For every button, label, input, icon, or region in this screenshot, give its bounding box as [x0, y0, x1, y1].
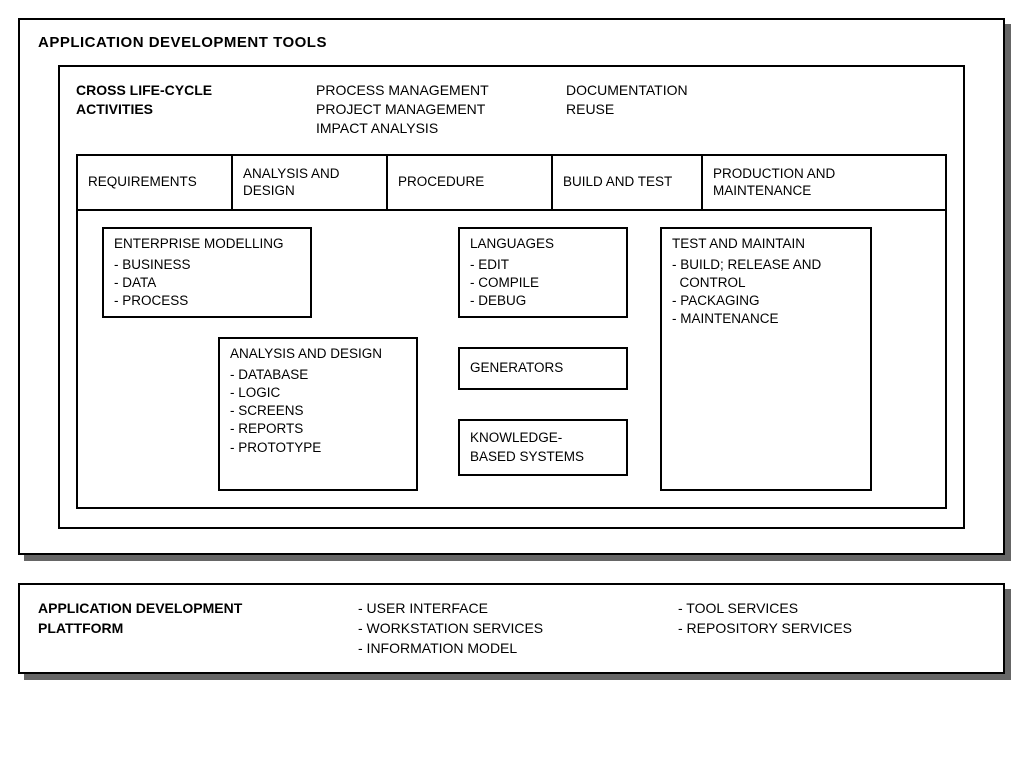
- ad-item: - PROTOTYPE: [230, 439, 406, 457]
- cross-lifecycle-title: CROSS LIFE-CYCLE ACTIVITIES: [76, 81, 316, 138]
- phase-row: REQUIREMENTS ANALYSIS AND DESIGN PROCEDU…: [76, 154, 947, 210]
- lang-item: - EDIT: [470, 256, 616, 274]
- kbs-line2: BASED SYSTEMS: [470, 448, 616, 466]
- sub-area: ENTERPRISE MODELLING - BUSINESS - DATA -…: [76, 209, 947, 509]
- lang-item: - COMPILE: [470, 274, 616, 292]
- app-dev-tools-box: APPLICATION DEVELOPMENT TOOLS CROSS LIFE…: [18, 18, 1005, 555]
- gen-title: GENERATORS: [470, 359, 616, 377]
- phase-build-test: BUILD AND TEST: [553, 156, 703, 210]
- platform-col-1: - USER INTERFACE - WORKSTATION SERVICES …: [358, 599, 678, 658]
- lang-title: LANGUAGES: [470, 235, 616, 253]
- em-item: - BUSINESS: [114, 256, 300, 274]
- phase-procedure: PROCEDURE: [388, 156, 553, 210]
- ad-item: - REPORTS: [230, 420, 406, 438]
- tm-item: - PACKAGING: [672, 292, 860, 310]
- enterprise-modelling-box: ENTERPRISE MODELLING - BUSINESS - DATA -…: [102, 227, 312, 318]
- outer-container: APPLICATION DEVELOPMENT TOOLS CROSS LIFE…: [18, 18, 1005, 555]
- languages-box: LANGUAGES - EDIT - COMPILE - DEBUG: [458, 227, 628, 318]
- phase-analysis-design: ANALYSIS AND DESIGN: [233, 156, 388, 210]
- tm-item: CONTROL: [672, 274, 860, 292]
- ad-item: - DATABASE: [230, 366, 406, 384]
- cross-col2-l2: REUSE: [566, 100, 786, 119]
- cross-col-2: DOCUMENTATION REUSE: [566, 81, 786, 138]
- cross-title-line1: CROSS LIFE-CYCLE: [76, 81, 316, 100]
- ad-item: - LOGIC: [230, 384, 406, 402]
- phase-production-maintenance: PRODUCTION AND MAINTENANCE: [703, 156, 945, 210]
- ad-item: - SCREENS: [230, 402, 406, 420]
- cross-lifecycle-header: CROSS LIFE-CYCLE ACTIVITIES PROCESS MANA…: [76, 81, 947, 138]
- cross-col1-l2: PROJECT MANAGEMENT: [316, 100, 566, 119]
- platform-title-l2: PLATTFORM: [38, 619, 358, 639]
- generators-box: GENERATORS: [458, 347, 628, 389]
- test-maintain-box: TEST AND MAINTAIN - BUILD; RELEASE AND C…: [660, 227, 872, 491]
- app-dev-platform-box: APPLICATION DEVELOPMENT PLATTFORM - USER…: [18, 583, 1005, 674]
- em-title: ENTERPRISE MODELLING: [114, 235, 300, 253]
- knowledge-based-systems-box: KNOWLEDGE- BASED SYSTEMS: [458, 419, 628, 475]
- platform-item: - REPOSITORY SERVICES: [678, 619, 985, 639]
- platform-item: - USER INTERFACE: [358, 599, 678, 619]
- cross-col2-l1: DOCUMENTATION: [566, 81, 786, 100]
- platform-title: APPLICATION DEVELOPMENT PLATTFORM: [38, 599, 358, 658]
- ad-title: ANALYSIS AND DESIGN: [230, 345, 406, 363]
- tm-title: TEST AND MAINTAIN: [672, 235, 860, 253]
- cross-lifecycle-box: CROSS LIFE-CYCLE ACTIVITIES PROCESS MANA…: [58, 65, 965, 529]
- cross-col1-l1: PROCESS MANAGEMENT: [316, 81, 566, 100]
- platform-item: - TOOL SERVICES: [678, 599, 985, 619]
- platform-item: - INFORMATION MODEL: [358, 639, 678, 659]
- inner-container: CROSS LIFE-CYCLE ACTIVITIES PROCESS MANA…: [38, 65, 985, 529]
- cross-col-1: PROCESS MANAGEMENT PROJECT MANAGEMENT IM…: [316, 81, 566, 138]
- platform-title-l1: APPLICATION DEVELOPMENT: [38, 599, 358, 619]
- kbs-line1: KNOWLEDGE-: [470, 429, 616, 447]
- outer-title: APPLICATION DEVELOPMENT TOOLS: [38, 34, 985, 51]
- cross-title-line2: ACTIVITIES: [76, 100, 316, 119]
- lang-item: - DEBUG: [470, 292, 616, 310]
- em-item: - PROCESS: [114, 292, 300, 310]
- cross-col1-l3: IMPACT ANALYSIS: [316, 119, 566, 138]
- platform-item: - WORKSTATION SERVICES: [358, 619, 678, 639]
- platform-col-2: - TOOL SERVICES - REPOSITORY SERVICES: [678, 599, 985, 658]
- phase-requirements: REQUIREMENTS: [78, 156, 233, 210]
- spacer: [18, 555, 1005, 583]
- platform-container: APPLICATION DEVELOPMENT PLATTFORM - USER…: [18, 583, 1005, 674]
- analysis-design-box: ANALYSIS AND DESIGN - DATABASE - LOGIC -…: [218, 337, 418, 491]
- em-item: - DATA: [114, 274, 300, 292]
- tm-item: - MAINTENANCE: [672, 310, 860, 328]
- tm-item: - BUILD; RELEASE AND: [672, 256, 860, 274]
